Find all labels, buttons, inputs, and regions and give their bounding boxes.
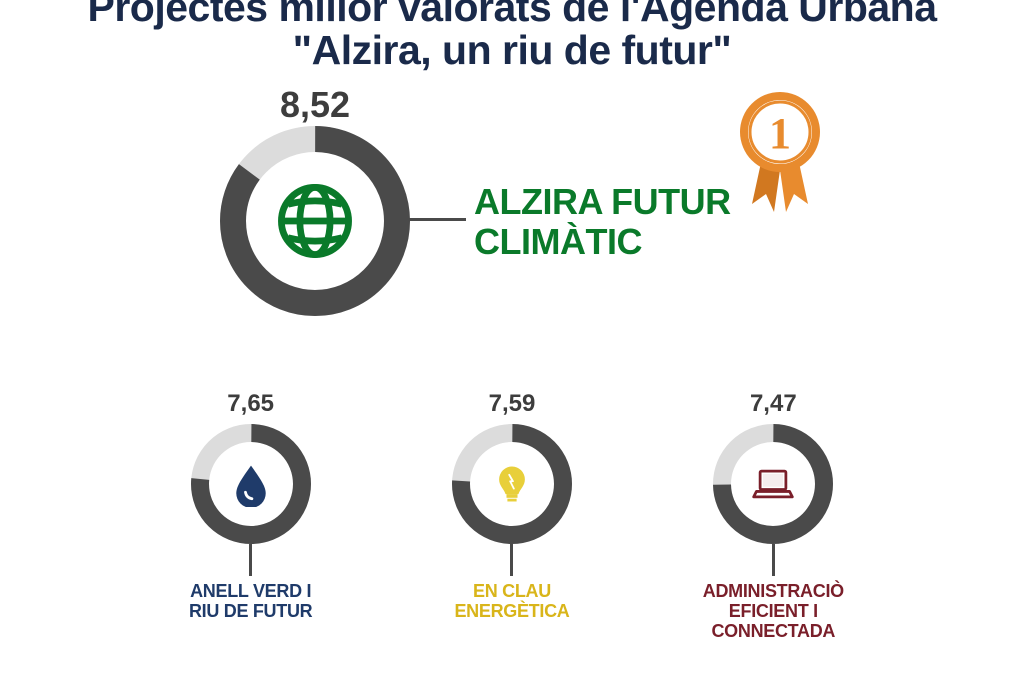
drop-icon: [191, 424, 311, 544]
card-administracio: 7,47 ADMINISTRACIÒ EFICIENT I CONNECTADA: [663, 390, 883, 641]
bulb-icon: [452, 424, 572, 544]
svg-text:1: 1: [769, 109, 791, 158]
medal-icon: 1: [730, 86, 830, 241]
card-score-1: 7,65: [227, 390, 274, 418]
card-label-3: ADMINISTRACIÒ EFICIENT I CONNECTADA: [703, 582, 844, 641]
card-label-3-line-2: EFICIENT I: [703, 602, 844, 622]
leader-line: [408, 218, 466, 221]
winner-label: ALZIRA FUTUR CLIMÀTIC: [474, 182, 731, 261]
card-donut-2: [452, 424, 572, 544]
winner-block: 8,52 ALZIRA FUTUR CLIMÀTIC 1: [190, 90, 870, 370]
winner-label-line-1: ALZIRA FUTUR: [474, 182, 731, 222]
winner-label-line-2: CLIMÀTIC: [474, 222, 731, 262]
winner-donut: [220, 126, 410, 316]
card-donut-1: [191, 424, 311, 544]
winner-score: 8,52: [250, 84, 380, 126]
leader-line: [510, 544, 513, 576]
card-donut-3: [713, 424, 833, 544]
card-label-2: EN CLAU ENERGÈTICA: [454, 582, 569, 622]
page-title: Projectes millor valorats de l'Agenda Ur…: [0, 0, 1024, 72]
card-en-clau: 7,59 EN CLAU ENERGÈTICA: [402, 390, 622, 641]
infographic-canvas: Projectes millor valorats de l'Agenda Ur…: [0, 0, 1024, 675]
leader-line: [772, 544, 775, 576]
card-label-2-line-1: EN CLAU: [454, 582, 569, 602]
card-label-3-line-1: ADMINISTRACIÒ: [703, 582, 844, 602]
card-score-2: 7,59: [489, 390, 536, 418]
card-label-2-line-2: ENERGÈTICA: [454, 602, 569, 622]
title-line-1: Projectes millor valorats de l'Agenda Ur…: [0, 0, 1024, 29]
leader-line: [249, 544, 252, 576]
card-label-1-line-1: ANELL VERD I: [189, 582, 312, 602]
title-line-2: "Alzira, un riu de futur": [0, 29, 1024, 72]
card-label-1: ANELL VERD I RIU DE FUTUR: [189, 582, 312, 622]
card-label-1-line-2: RIU DE FUTUR: [189, 602, 312, 622]
card-label-3-line-3: CONNECTADA: [703, 622, 844, 642]
secondary-row: 7,65 ANELL VERD I RIU DE FUTUR 7,59: [0, 390, 1024, 641]
card-anell-verd: 7,65 ANELL VERD I RIU DE FUTUR: [141, 390, 361, 641]
laptop-icon: [713, 424, 833, 544]
globe-icon: [220, 126, 410, 316]
card-score-3: 7,47: [750, 390, 797, 418]
